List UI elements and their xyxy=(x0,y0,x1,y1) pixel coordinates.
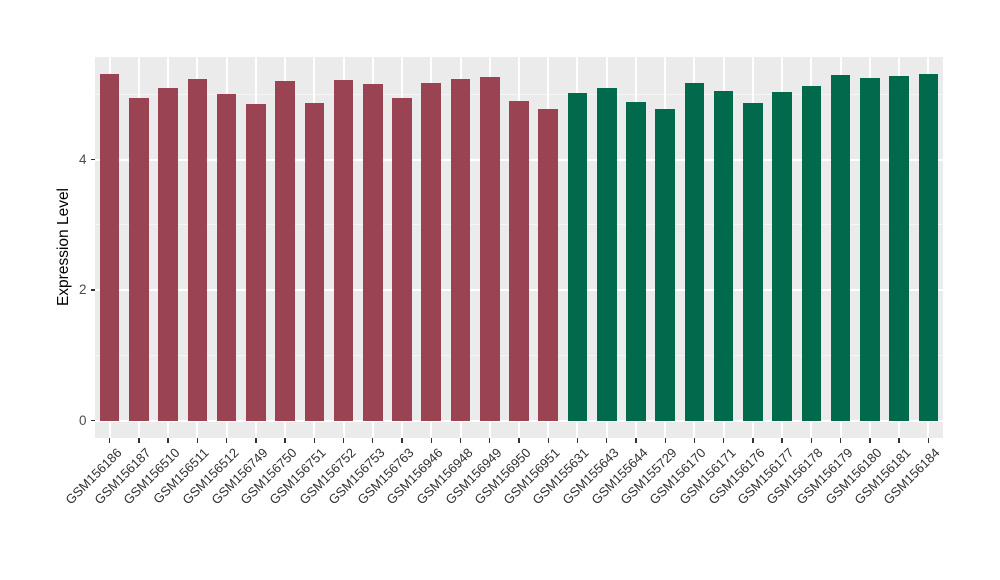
x-tick-mark xyxy=(752,438,754,443)
bar-GSM156763 xyxy=(392,97,412,421)
x-tick-mark xyxy=(664,438,666,443)
bar-GSM156751 xyxy=(304,103,325,421)
bar-GSM155643 xyxy=(596,87,617,421)
y-tick-mark xyxy=(90,419,95,422)
bar-GSM156752 xyxy=(333,79,354,421)
x-tick-mark xyxy=(722,438,725,443)
bar-GSM156949 xyxy=(479,77,500,421)
bar-GSM156171 xyxy=(713,91,734,421)
bar-GSM156178 xyxy=(801,85,822,421)
x-tick-mark xyxy=(284,438,286,443)
x-tick-mark xyxy=(138,438,140,443)
bar-GSM156187 xyxy=(129,97,149,421)
x-tick-mark xyxy=(606,438,608,443)
x-tick-mark xyxy=(225,438,228,443)
x-tick-mark xyxy=(839,438,842,443)
bar-GSM156753 xyxy=(362,84,383,421)
y-tick-label-0: 0 xyxy=(78,412,87,428)
x-tick-mark xyxy=(635,438,637,443)
x-tick-mark xyxy=(430,438,432,443)
x-tick-mark xyxy=(401,438,403,443)
x-tick-mark xyxy=(255,438,257,443)
x-tick-mark xyxy=(576,438,579,443)
x-tick-mark xyxy=(810,438,813,443)
bar-GSM156511 xyxy=(187,79,208,421)
bar-GSM156177 xyxy=(772,91,792,421)
x-tick-mark xyxy=(898,438,900,443)
x-tick-mark xyxy=(196,438,199,443)
bar-GSM156180 xyxy=(860,77,880,421)
bar-GSM156512 xyxy=(216,94,237,421)
bar-GSM156186 xyxy=(99,74,120,421)
bar-GSM156950 xyxy=(509,100,529,421)
bar-GSM156749 xyxy=(246,104,266,421)
x-tick-mark xyxy=(927,438,930,443)
x-tick-mark xyxy=(781,438,783,443)
x-tick-mark xyxy=(459,438,462,443)
bar-GSM155644 xyxy=(626,102,646,421)
bar-GSM156179 xyxy=(830,75,851,421)
x-tick-mark xyxy=(869,438,871,443)
bar-GSM156951 xyxy=(538,108,559,421)
plot-panel xyxy=(95,57,943,438)
bar-GSM156750 xyxy=(275,80,295,421)
x-tick-mark xyxy=(547,438,549,443)
bar-GSM156946 xyxy=(421,83,442,421)
y-tick-mark xyxy=(90,289,95,291)
y-tick-label-4: 4 xyxy=(78,151,87,167)
x-tick-mark xyxy=(489,438,491,443)
bar-GSM156170 xyxy=(684,83,705,421)
x-tick-mark xyxy=(167,438,169,443)
y-axis-title: Expression Level xyxy=(55,187,72,306)
x-tick-mark xyxy=(372,438,374,443)
bar-GSM156510 xyxy=(158,87,178,421)
y-tick-label-2: 2 xyxy=(78,282,87,297)
bar-GSM156181 xyxy=(889,75,909,421)
bar-GSM156184 xyxy=(918,74,939,421)
bar-GSM156948 xyxy=(450,78,471,421)
x-tick-mark xyxy=(342,438,345,443)
x-tick-mark xyxy=(108,438,111,443)
x-tick-mark xyxy=(518,438,520,443)
x-tick-mark xyxy=(693,438,696,443)
y-tick-mark xyxy=(90,158,95,161)
x-tick-mark xyxy=(313,438,315,443)
bar-GSM155631 xyxy=(567,92,588,421)
bar-GSM156176 xyxy=(743,103,763,421)
bar-GSM155729 xyxy=(655,109,675,421)
